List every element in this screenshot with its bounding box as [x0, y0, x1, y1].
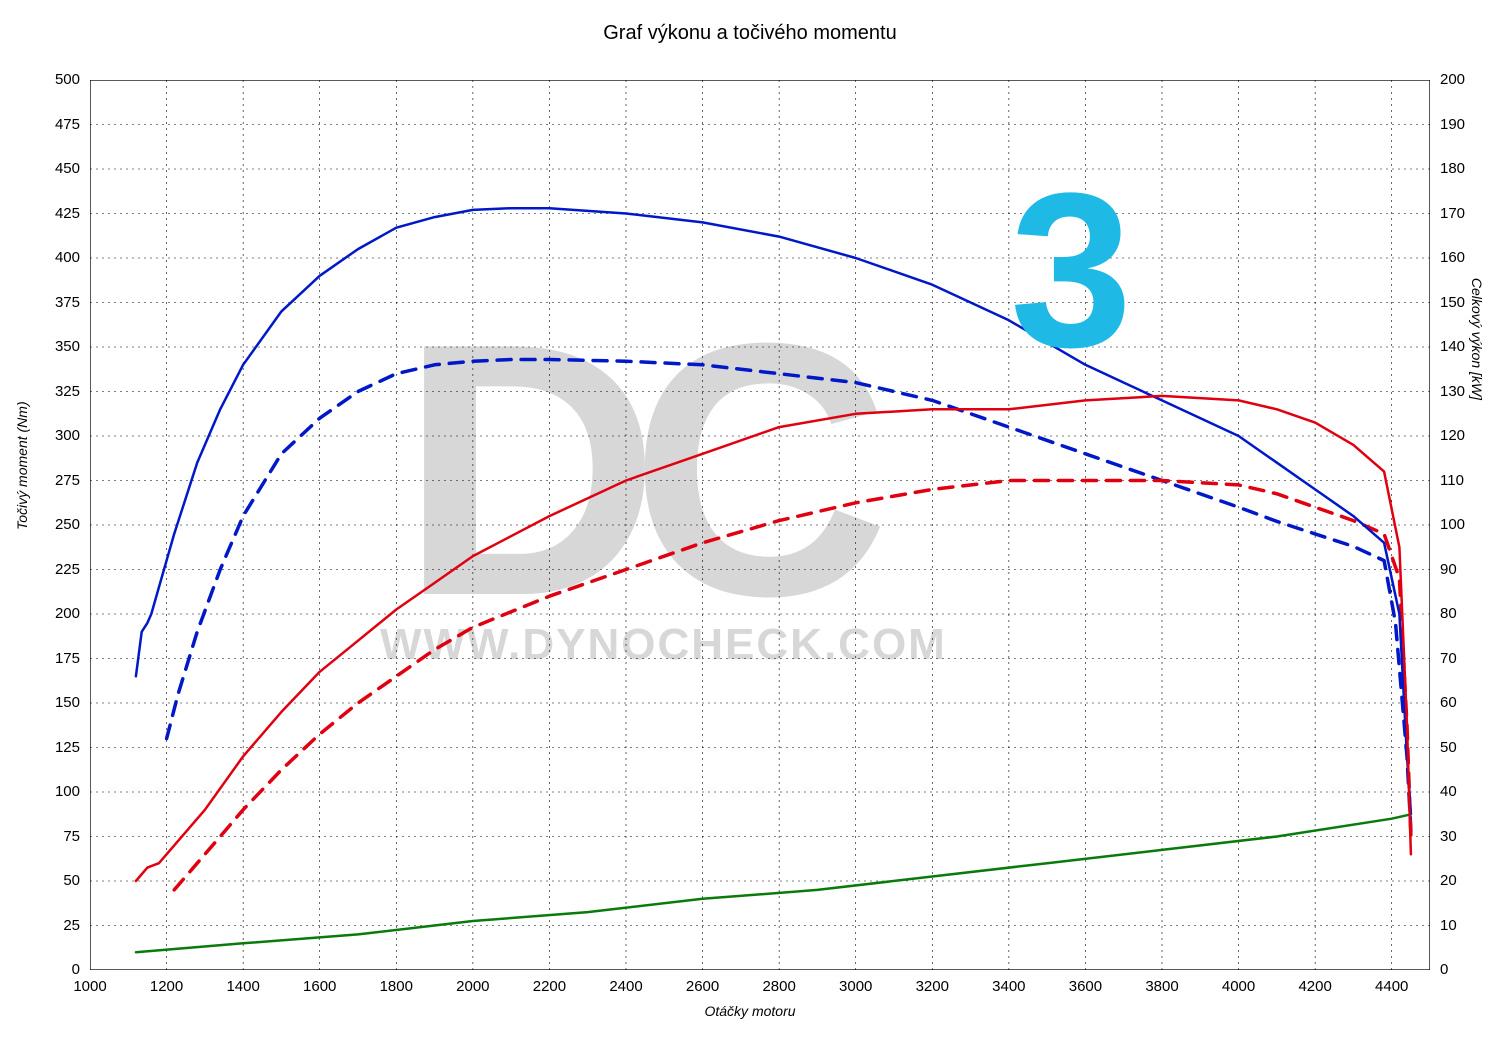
axis-tick: 1400 — [226, 978, 259, 995]
axis-tick: 70 — [1440, 650, 1457, 667]
axis-tick: 40 — [1440, 783, 1457, 800]
axis-tick: 0 — [1440, 961, 1448, 978]
axis-tick: 375 — [55, 294, 80, 311]
axis-tick: 80 — [1440, 605, 1457, 622]
axis-tick: 225 — [55, 561, 80, 578]
axis-tick: 2800 — [762, 978, 795, 995]
axis-tick: 2000 — [456, 978, 489, 995]
axis-tick: 150 — [55, 694, 80, 711]
axis-tick: 30 — [1440, 828, 1457, 845]
axis-tick: 25 — [63, 917, 80, 934]
axis-tick: 190 — [1440, 116, 1465, 133]
axis-tick: 3000 — [839, 978, 872, 995]
chart-title: Graf výkonu a točivého momentu — [0, 22, 1500, 45]
axis-tick: 3600 — [1069, 978, 1102, 995]
axis-tick: 400 — [55, 249, 80, 266]
axis-tick: 325 — [55, 383, 80, 400]
axis-tick: 3200 — [916, 978, 949, 995]
x-axis-label: Otáčky motoru — [0, 1003, 1500, 1019]
axis-tick: 3400 — [992, 978, 1025, 995]
axis-tick: 170 — [1440, 205, 1465, 222]
y-left-axis-label: Točivý moment (Nm) — [14, 401, 30, 530]
axis-tick: 175 — [55, 650, 80, 667]
axis-tick: 90 — [1440, 561, 1457, 578]
axis-tick: 75 — [63, 828, 80, 845]
axis-tick: 10 — [1440, 917, 1457, 934]
axis-tick: 2400 — [609, 978, 642, 995]
axis-tick: 150 — [1440, 294, 1465, 311]
axis-tick: 60 — [1440, 694, 1457, 711]
axis-tick: 20 — [1440, 872, 1457, 889]
axis-tick: 425 — [55, 205, 80, 222]
axis-tick: 110 — [1440, 472, 1464, 489]
y-right-axis-label: Celkový výkon [kW] — [1469, 278, 1485, 400]
axis-tick: 100 — [55, 783, 80, 800]
axis-tick: 140 — [1440, 338, 1465, 355]
axis-tick: 50 — [1440, 739, 1457, 756]
axis-tick: 130 — [1440, 383, 1465, 400]
axis-tick: 4000 — [1222, 978, 1255, 995]
axis-tick: 200 — [55, 605, 80, 622]
axis-tick: 125 — [55, 739, 80, 756]
axis-tick: 0 — [72, 961, 80, 978]
axis-tick: 120 — [1440, 427, 1465, 444]
dyno-chart-root: Graf výkonu a točivého momentu Točivý mo… — [0, 0, 1500, 1041]
axis-tick: 100 — [1440, 516, 1465, 533]
axis-tick: 1200 — [150, 978, 183, 995]
axis-tick: 50 — [63, 872, 80, 889]
axis-tick: 475 — [55, 116, 80, 133]
axis-tick: 160 — [1440, 249, 1465, 266]
axis-tick: 275 — [55, 472, 80, 489]
axis-tick: 450 — [55, 160, 80, 177]
axis-tick: 250 — [55, 516, 80, 533]
axis-tick: 4400 — [1375, 978, 1408, 995]
axis-tick: 300 — [55, 427, 80, 444]
axis-tick: 1800 — [380, 978, 413, 995]
axis-tick: 4200 — [1298, 978, 1331, 995]
axis-tick: 1600 — [303, 978, 336, 995]
axis-tick: 350 — [55, 338, 80, 355]
axis-tick: 1000 — [73, 978, 106, 995]
axis-tick: 2600 — [686, 978, 719, 995]
axis-tick: 500 — [55, 71, 80, 88]
axis-tick: 200 — [1440, 71, 1465, 88]
chart-plot-area — [90, 80, 1430, 970]
axis-tick: 2200 — [533, 978, 566, 995]
axis-tick: 3800 — [1145, 978, 1178, 995]
watermark-big3: 3 — [1010, 160, 1132, 380]
axis-tick: 180 — [1440, 160, 1465, 177]
